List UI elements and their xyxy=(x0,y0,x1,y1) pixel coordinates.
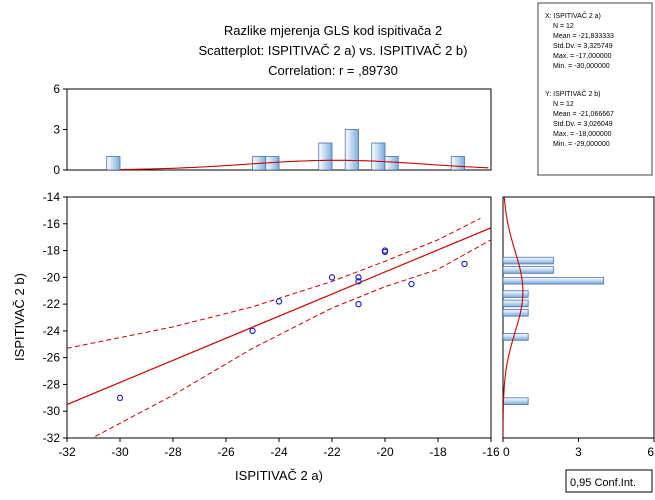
x-tick-label: -18 xyxy=(429,445,447,459)
scatter-point xyxy=(116,394,124,402)
top-histogram-bar xyxy=(106,156,121,170)
scatter-point xyxy=(275,298,283,305)
y-tick-label: -16 xyxy=(43,217,61,231)
stats-x-n: N = 12 xyxy=(553,23,574,30)
right-histogram-curve xyxy=(503,197,524,437)
x-tick-label: -16 xyxy=(482,445,500,459)
stats-x-min: Min. = -30,000000 xyxy=(553,63,610,70)
top-histogram-bar xyxy=(371,142,386,170)
scatter-point xyxy=(381,248,389,256)
ci-legend-label: 0,95 Conf.Int. xyxy=(570,477,636,489)
x-tick-label: -20 xyxy=(376,445,394,459)
chart-title-line-1: Razlike mjerenja GLS kod ispitivača 2 xyxy=(224,23,442,38)
top-histogram-bar xyxy=(344,129,359,170)
top-histogram-bar xyxy=(318,142,333,170)
scatter-point xyxy=(355,274,362,281)
x-tick-label: -32 xyxy=(58,445,76,459)
scatter-point xyxy=(328,274,336,281)
stats-y-header: Y: ISPITIVAČ 2 b) xyxy=(545,89,601,98)
stats-box: X: ISPITIVAČ 2 a) N = 12 Mean = -21,8333… xyxy=(537,2,653,176)
right-x-tick-label: 0 xyxy=(503,445,510,459)
right-normal-curve xyxy=(503,197,524,437)
scatter-point xyxy=(249,327,256,335)
ci-upper-line xyxy=(67,217,481,349)
x-axis-title: ISPITIVAČ 2 a) xyxy=(235,468,323,483)
y-tick-label: -24 xyxy=(43,324,61,338)
y-tick-label: -18 xyxy=(43,244,61,258)
top-normal-curve xyxy=(120,159,489,170)
right-histogram-bar xyxy=(503,266,554,274)
y-axis-title: ISPITIVAČ 2 b) xyxy=(12,273,27,361)
stats-x-mean: Mean = -21,833333 xyxy=(553,33,614,40)
y-tick-label: -28 xyxy=(43,377,61,391)
stats-y-min: Min. = -29,000000 xyxy=(553,141,610,148)
right-histogram-bar xyxy=(503,290,529,298)
stats-x-header: X: ISPITIVAČ 2 a) xyxy=(545,11,601,20)
scatter-point xyxy=(408,280,415,288)
y-tick-label: -32 xyxy=(43,431,61,445)
stats-y-n: N = 12 xyxy=(553,101,574,108)
main-plot-ticks: -32 -30 -28 -26 -24 -22 -20 -18 -16 -14 -16 -18 -20 -… xyxy=(43,190,500,459)
regression-line xyxy=(67,227,491,406)
y-tick-label: -26 xyxy=(43,351,61,365)
stats-x-stddev: Std.Dv. = 3,325749 xyxy=(553,43,613,50)
top-histogram-ticks: 6 3 0 xyxy=(53,82,67,177)
stats-y-max: Max. = -18,000000 xyxy=(553,131,612,138)
chart-title-line-3: Correlation: r = ,89730 xyxy=(268,63,398,78)
x-tick-label: -24 xyxy=(270,445,288,459)
right-histogram-bar xyxy=(503,299,529,308)
scatter-point xyxy=(355,300,362,308)
right-histogram-bar xyxy=(503,397,529,405)
y-tick-label: -14 xyxy=(43,190,61,204)
stats-y-stddev: Std.Dv. = 3,026049 xyxy=(553,121,613,128)
right-x-tick-label: 3 xyxy=(575,445,582,459)
ci-legend: 0,95 Conf.Int. xyxy=(565,469,653,493)
x-tick-label: -30 xyxy=(111,445,129,459)
right-histogram-bars xyxy=(503,256,605,405)
right-histogram-bar xyxy=(503,256,554,265)
right-histogram-bar xyxy=(503,309,529,317)
y-tick-label: -30 xyxy=(43,404,61,418)
top-histogram-bar xyxy=(450,156,465,170)
top-histogram-curve xyxy=(120,159,489,170)
main-plot-frame xyxy=(66,196,492,439)
right-histogram-ticks: 0 3 6 xyxy=(502,438,655,459)
main-plot-points xyxy=(116,247,468,402)
y-tick-label: -20 xyxy=(43,270,61,284)
stats-x-max: Max. = -17,000000 xyxy=(553,53,612,60)
scatter-point xyxy=(461,260,468,268)
stats-y-mean: Mean = -21,066667 xyxy=(553,111,614,118)
chart-title-line-2: Scatterplot: ISPITIVAČ 2 a) vs. ISPITIVA… xyxy=(199,43,468,58)
x-tick-label: -26 xyxy=(217,445,235,459)
right-x-tick-label: 6 xyxy=(647,445,654,459)
x-tick-label: -22 xyxy=(323,445,341,459)
right-histogram-bar xyxy=(503,333,529,341)
top-y-tick-label: 6 xyxy=(53,82,60,96)
top-y-tick-label: 0 xyxy=(53,163,60,177)
right-histogram-bar xyxy=(503,276,605,285)
top-histogram-bar xyxy=(384,156,399,170)
y-tick-label: -22 xyxy=(43,297,61,311)
x-tick-label: -28 xyxy=(164,445,182,459)
top-y-tick-label: 3 xyxy=(53,123,60,137)
scatter-point xyxy=(355,278,362,285)
main-plot-lines xyxy=(67,217,491,438)
